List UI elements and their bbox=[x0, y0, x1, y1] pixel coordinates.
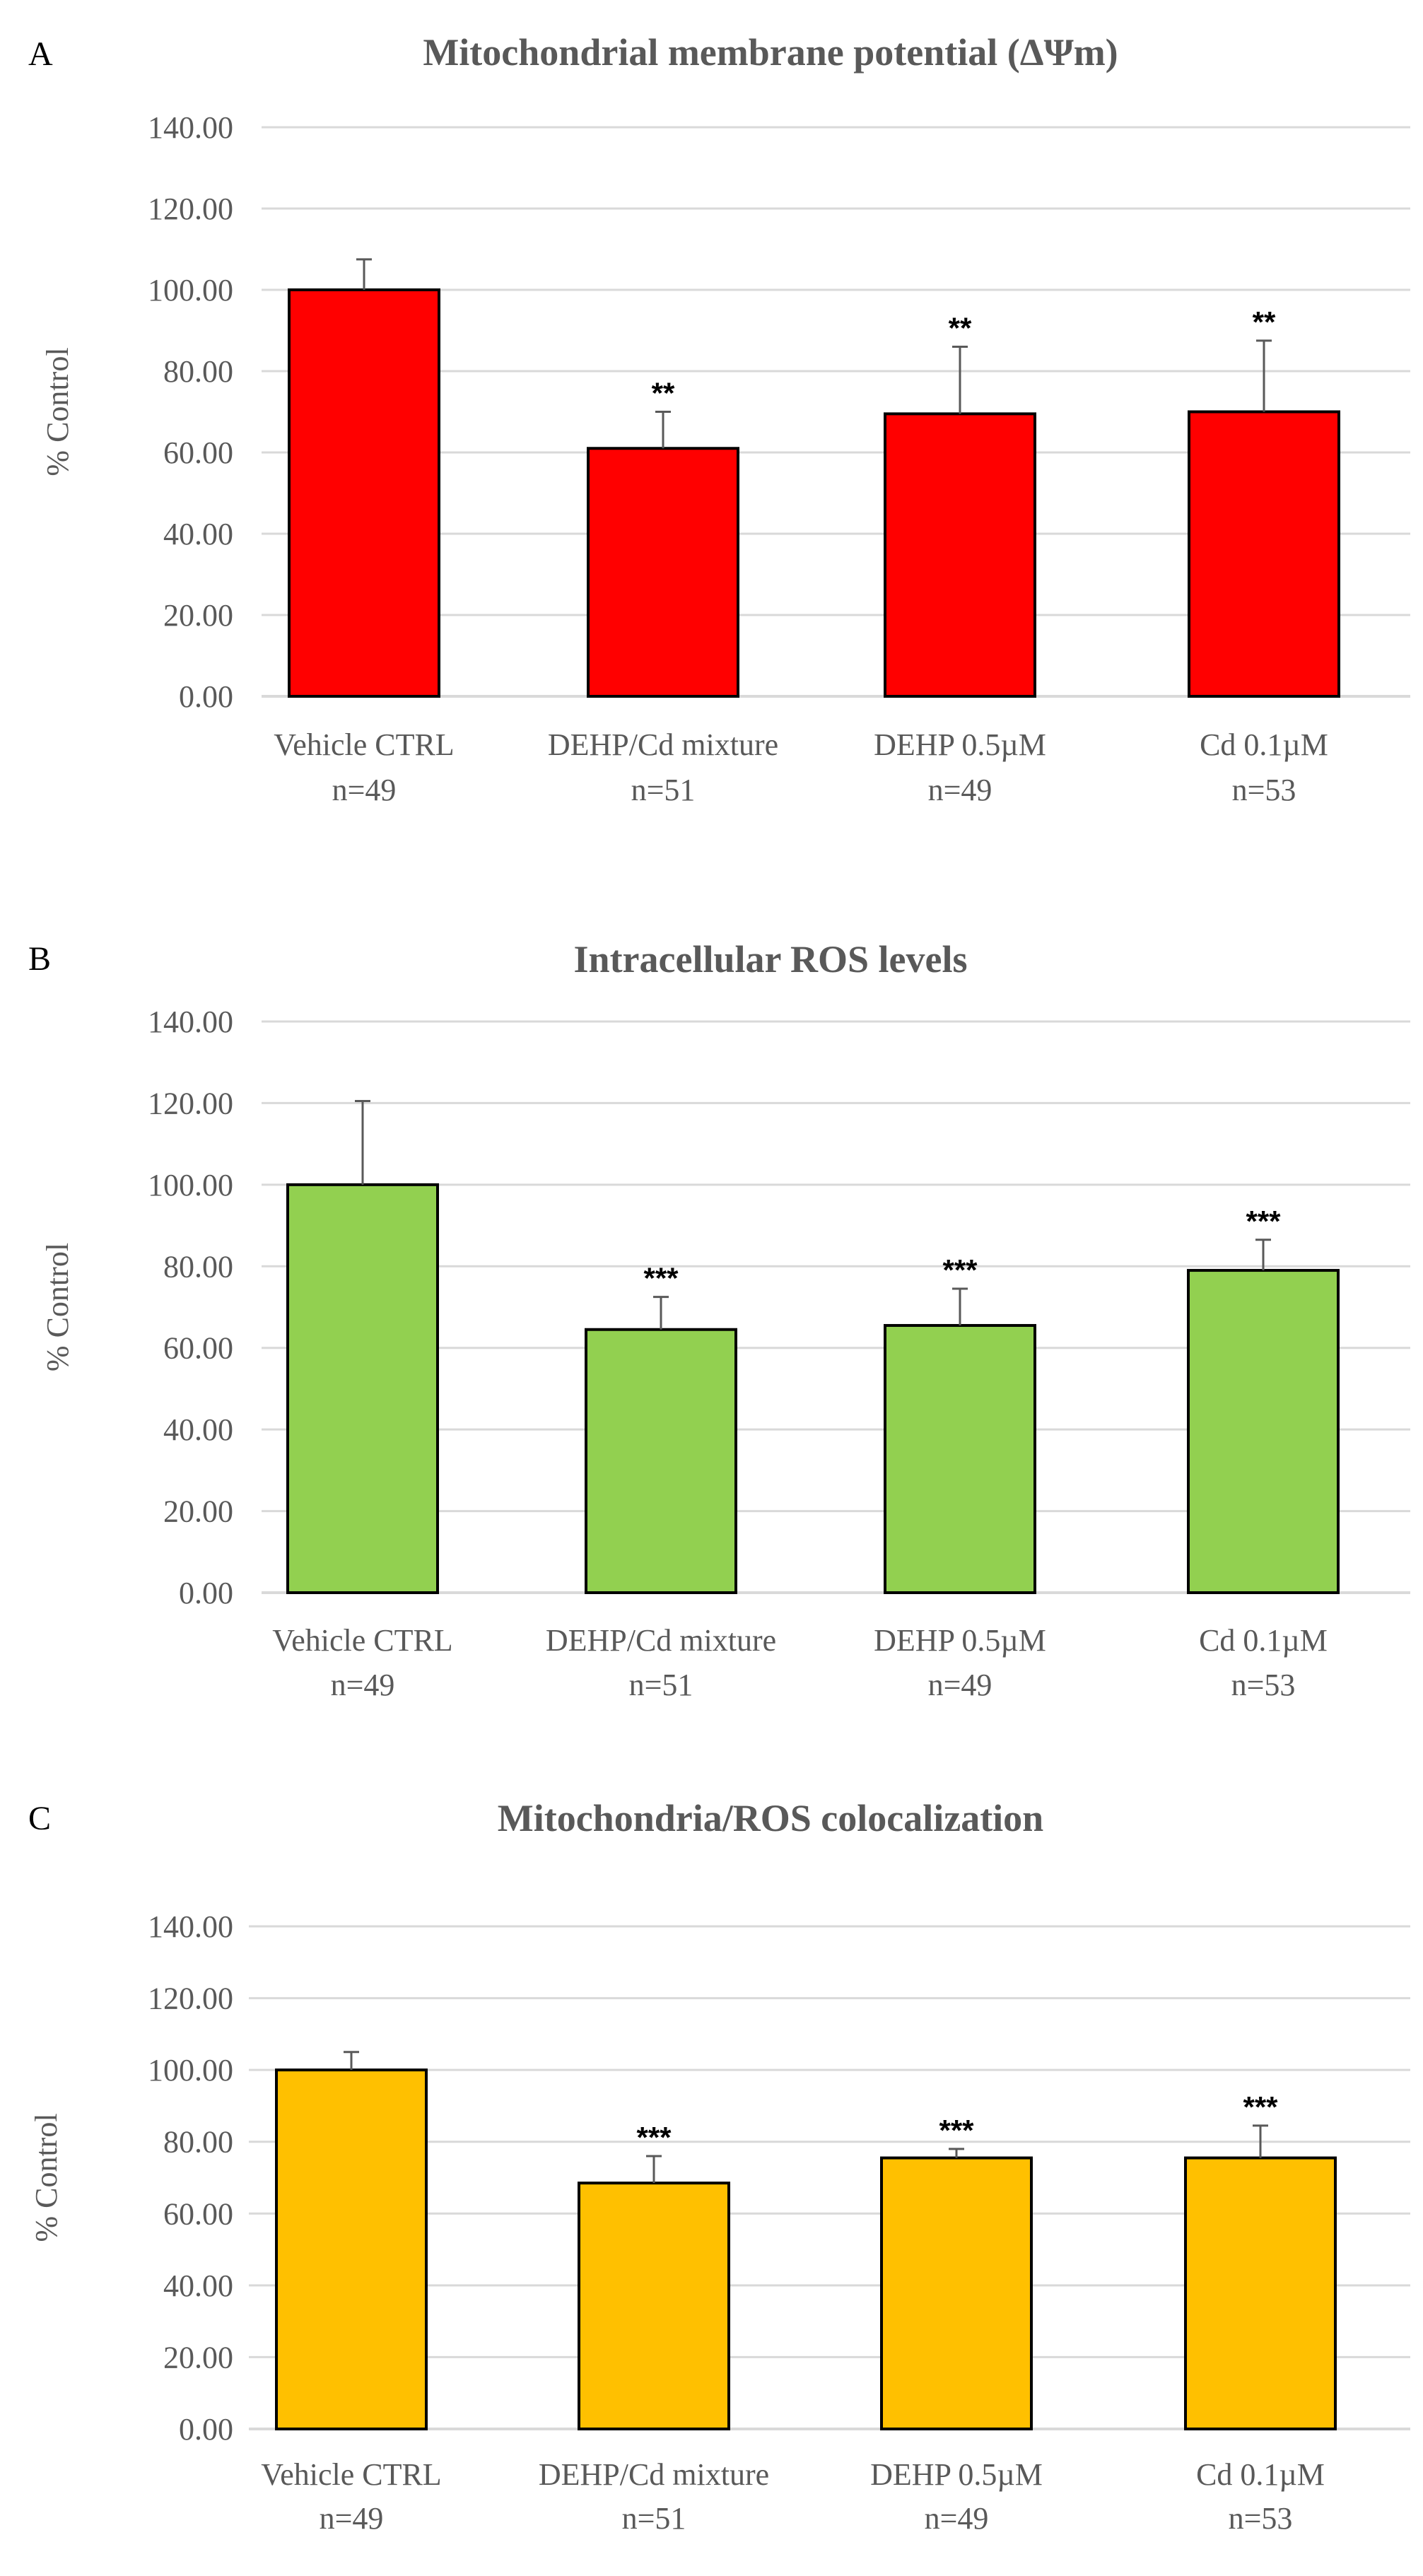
y-tick-label: 120.00 bbox=[148, 1086, 233, 1120]
bar bbox=[884, 1323, 1036, 1594]
y-tick-label: 20.00 bbox=[163, 1494, 233, 1529]
x-category-label: DEHP 0.5µM bbox=[874, 727, 1046, 762]
x-sample-size-label: n=51 bbox=[629, 1668, 693, 1702]
bar bbox=[578, 2182, 730, 2431]
bar bbox=[585, 1328, 737, 1594]
x-sample-size-label: n=49 bbox=[331, 1668, 395, 1702]
significance-marker: *** bbox=[636, 2121, 672, 2154]
panel-letter: A bbox=[28, 35, 53, 73]
x-sample-size-label: n=53 bbox=[1229, 2501, 1293, 2536]
x-sample-size-label: n=49 bbox=[320, 2501, 384, 2536]
y-tick-label: 20.00 bbox=[163, 2340, 233, 2375]
bar bbox=[288, 288, 440, 698]
y-tick-label: 80.00 bbox=[163, 2125, 233, 2160]
significance-marker: ** bbox=[652, 377, 675, 410]
significance-marker: ** bbox=[1253, 305, 1276, 339]
y-tick-label: 60.00 bbox=[163, 2196, 233, 2231]
x-sample-size-label: n=51 bbox=[622, 2501, 686, 2536]
y-tick-label: 0.00 bbox=[179, 2412, 233, 2447]
significance-marker: *** bbox=[942, 1253, 978, 1287]
significance-marker: *** bbox=[1243, 2090, 1278, 2124]
chart-panel-c: C Mitochondria/ROS colocalization 0.00 20.0… bbox=[28, 1797, 1410, 2536]
significance-marker: *** bbox=[939, 2114, 974, 2147]
panel-letter: C bbox=[28, 1800, 51, 1837]
y-axis-label: % Control bbox=[29, 2113, 64, 2242]
y-axis-label: % Control bbox=[40, 1243, 75, 1371]
x-category-label: Vehicle CTRL bbox=[272, 1623, 452, 1658]
x-category-label: DEHP 0.5µM bbox=[874, 1623, 1046, 1658]
y-tick-label: 0.00 bbox=[179, 1576, 233, 1610]
y-tick-label: 100.00 bbox=[148, 1168, 233, 1202]
x-sample-size-label: n=49 bbox=[925, 2501, 989, 2536]
y-tick-label: 140.00 bbox=[148, 110, 233, 145]
y-tick-label: 60.00 bbox=[163, 1331, 233, 1366]
y-tick-label: 60.00 bbox=[163, 435, 233, 470]
y-tick-label: 40.00 bbox=[163, 1412, 233, 1447]
chart-title: Mitochondria/ROS colocalization bbox=[498, 1797, 1043, 1839]
x-sample-size-label: n=51 bbox=[631, 773, 696, 807]
y-tick-label: 120.00 bbox=[148, 1981, 233, 2016]
chart-panel-a: A Mitochondrial membrane potential (ΔΨm) 0… bbox=[28, 31, 1410, 807]
significance-marker: *** bbox=[643, 1262, 679, 1295]
y-tick-label: 80.00 bbox=[163, 1249, 233, 1284]
x-category-label: Cd 0.1µM bbox=[1199, 1623, 1328, 1658]
x-category-label: Vehicle CTRL bbox=[274, 727, 454, 762]
x-category-label: DEHP/Cd mixture bbox=[548, 727, 778, 762]
x-category-label: DEHP/Cd mixture bbox=[546, 1623, 776, 1658]
bar bbox=[884, 412, 1036, 698]
significance-marker: ** bbox=[949, 312, 972, 345]
y-tick-label: 140.00 bbox=[148, 1005, 233, 1039]
x-sample-size-label: n=53 bbox=[1231, 1668, 1296, 1702]
chart-title: Intracellular ROS levels bbox=[574, 938, 968, 980]
x-sample-size-label: n=49 bbox=[332, 773, 397, 807]
y-tick-label: 40.00 bbox=[163, 2268, 233, 2303]
bar bbox=[275, 2068, 428, 2430]
chart-panel-b: B Intracellular ROS levels 0.00 20.00 40.00 6… bbox=[28, 938, 1410, 1702]
y-tick-label: 80.00 bbox=[163, 354, 233, 389]
x-sample-size-label: n=53 bbox=[1232, 773, 1296, 807]
y-tick-label: 100.00 bbox=[148, 273, 233, 308]
chart-title: Mitochondrial membrane potential (ΔΨm) bbox=[423, 31, 1118, 74]
bar bbox=[880, 2156, 1033, 2430]
y-tick-label: 20.00 bbox=[163, 598, 233, 633]
bar bbox=[1187, 1269, 1340, 1594]
bar bbox=[1184, 2156, 1337, 2430]
y-tick-label: 40.00 bbox=[163, 517, 233, 551]
y-tick-label: 140.00 bbox=[148, 1909, 233, 1944]
x-category-label: Vehicle CTRL bbox=[261, 2457, 441, 2492]
bar bbox=[1188, 410, 1340, 698]
bar bbox=[587, 447, 739, 698]
bar bbox=[286, 1183, 439, 1595]
x-sample-size-label: n=49 bbox=[928, 773, 992, 807]
y-tick-label: 0.00 bbox=[179, 679, 233, 714]
x-category-label: DEHP 0.5µM bbox=[870, 2457, 1043, 2492]
significance-marker: *** bbox=[1246, 1205, 1281, 1238]
y-tick-label: 120.00 bbox=[148, 192, 233, 226]
panel-letter: B bbox=[28, 940, 51, 978]
y-tick-label: 100.00 bbox=[148, 2053, 233, 2088]
x-category-label: Cd 0.1µM bbox=[1200, 727, 1328, 762]
x-category-label: DEHP/Cd mixture bbox=[539, 2457, 769, 2492]
y-axis-label: % Control bbox=[40, 347, 75, 476]
x-category-label: Cd 0.1µM bbox=[1196, 2457, 1325, 2492]
x-sample-size-label: n=49 bbox=[928, 1668, 992, 1702]
